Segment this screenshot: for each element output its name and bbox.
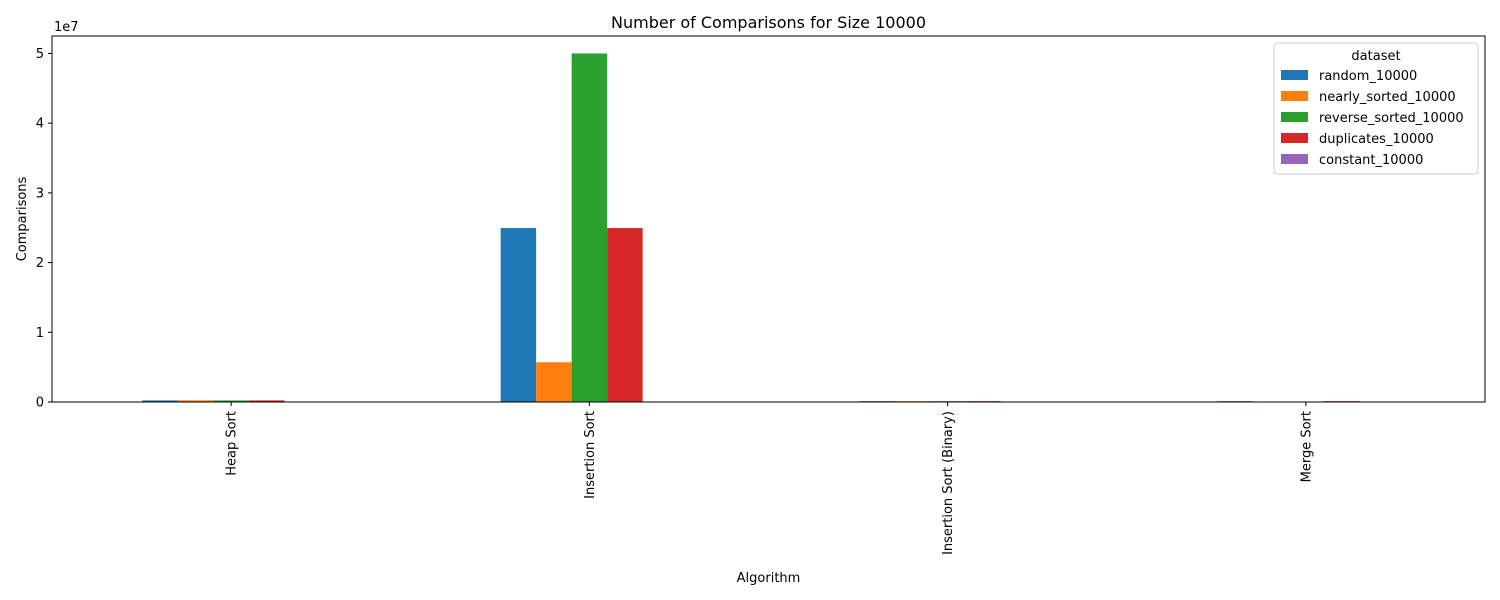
bar-reverse_sorted_10000-1: [571, 53, 608, 403]
x-tick-label: Merge Sort: [1299, 411, 1314, 482]
bar-nearly_sorted_10000-1: [536, 362, 572, 402]
x-axis-ticks: Heap Sort Insertion Sort Insertion Sort (B…: [225, 402, 1314, 555]
legend-swatch-constant_10000: [1281, 154, 1308, 164]
y-tick-label: 0: [36, 396, 44, 411]
y-tick-label: 2: [36, 256, 44, 271]
y-axis-label: Comparisons: [15, 176, 30, 261]
legend-items: random_10000 nearly_sorted_10000 reverse_s…: [1281, 69, 1464, 168]
bar-duplicates_10000-1: [607, 228, 643, 402]
chart-title: Number of Comparisons for Size 10000: [611, 13, 926, 32]
legend-box: [1273, 42, 1479, 175]
bar-reverse_sorted_10000-0: [213, 400, 249, 402]
y-tick-label: 4: [36, 117, 44, 132]
legend: dataset random_10000nearly_sorted_10000r…: [1273, 42, 1479, 175]
legend-label: duplicates_10000: [1319, 132, 1434, 147]
y-tick-label: 1: [36, 326, 44, 341]
bar-random_10000-1: [500, 228, 537, 402]
legend-swatch-random_10000: [1281, 70, 1308, 80]
x-axis-label: Algorithm: [737, 571, 801, 586]
y-tick-label: 5: [36, 47, 44, 62]
bars: [142, 53, 1395, 403]
legend-label: reverse_sorted_10000: [1319, 111, 1464, 126]
legend-swatch-reverse_sorted_10000: [1281, 112, 1308, 122]
legend-swatch-nearly_sorted_10000: [1281, 91, 1308, 101]
legend-label: nearly_sorted_10000: [1319, 90, 1456, 105]
y-tick-label: 3: [36, 186, 44, 201]
plot-area: [52, 36, 1485, 402]
bar-random_10000-0: [142, 400, 178, 402]
x-tick-label: Heap Sort: [225, 411, 240, 476]
legend-label: random_10000: [1319, 69, 1417, 84]
x-tick-label: Insertion Sort: [583, 411, 598, 499]
y-offset-label: 1e7: [54, 20, 79, 35]
legend-swatch-duplicates_10000: [1281, 133, 1308, 143]
y-axis-ticks: 0 1 2 3 4 5: [36, 47, 52, 411]
bar-nearly_sorted_10000-0: [177, 400, 214, 402]
legend-title: dataset: [1351, 49, 1400, 64]
plot-frame: [51, 35, 1486, 403]
x-tick-label: Insertion Sort (Binary): [941, 411, 956, 555]
legend-label: constant_10000: [1319, 153, 1423, 168]
bar-duplicates_10000-0: [248, 400, 285, 402]
